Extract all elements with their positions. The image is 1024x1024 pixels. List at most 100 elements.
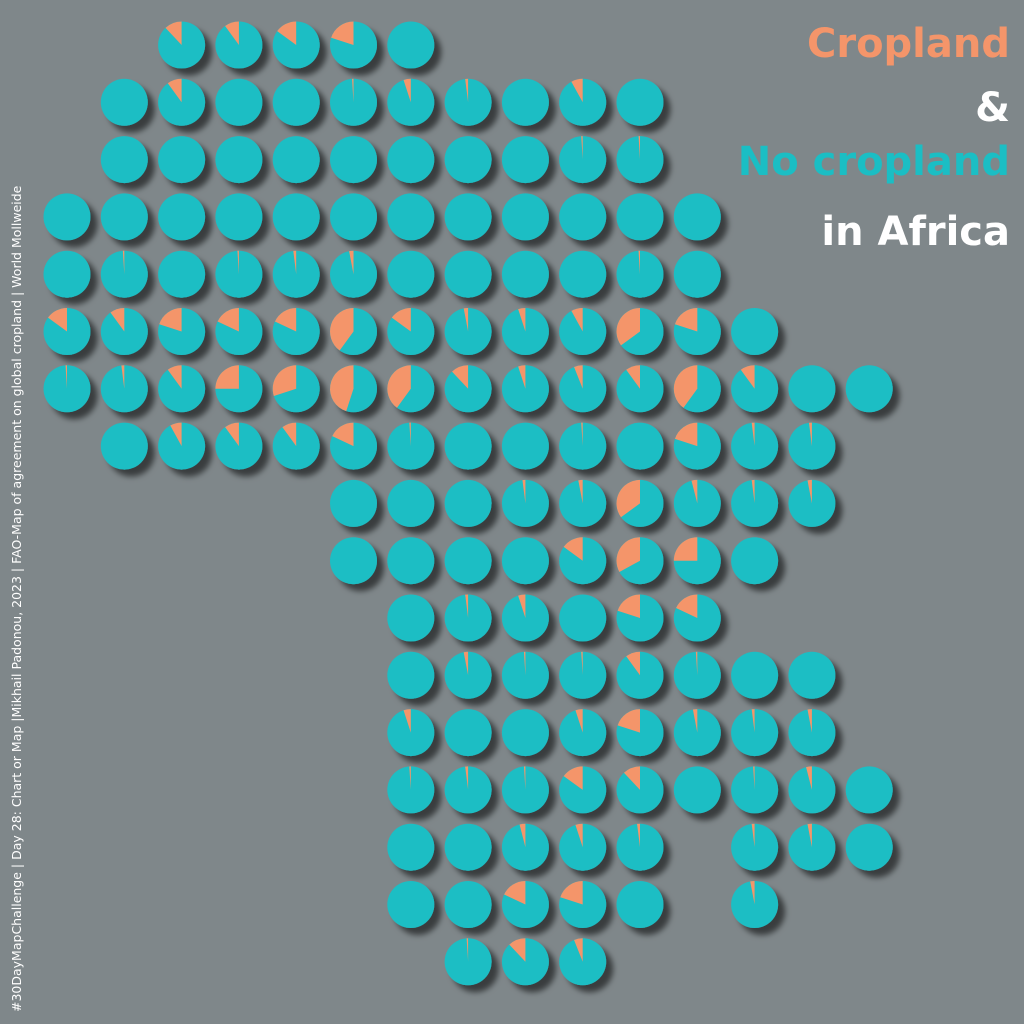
no-cropland-slice [673, 250, 721, 298]
pie-cell-r0-c6 [387, 21, 435, 69]
pie-cell-r5-c2 [158, 308, 206, 355]
cropland-slice [465, 594, 469, 618]
pie-cell-r12-c8 [501, 709, 549, 757]
pie-cell-r4-c6 [387, 250, 435, 298]
no-cropland-slice [559, 594, 607, 642]
pie-cell-r4-c5 [330, 250, 377, 298]
cropland-slice [272, 365, 297, 397]
pie-cell-r9-c12 [731, 537, 779, 585]
pie-cell-r14-c13 [788, 823, 836, 871]
pie-cell-r1-c2 [158, 78, 206, 126]
no-cropland-slice [158, 136, 206, 184]
cropland-slice [523, 651, 526, 676]
cropland-slice [349, 250, 354, 275]
no-cropland-slice [100, 78, 148, 126]
pie-cell-r7-c9 [559, 422, 607, 470]
pie-cell-r13-c9 [559, 766, 607, 814]
pie-cell-r9-c10 [616, 537, 664, 585]
pie-cell-r3-c3 [215, 193, 263, 241]
no-cropland-slice [387, 479, 435, 527]
cropland-slice [740, 365, 755, 389]
pie-cell-r9-c6 [387, 537, 435, 585]
cropland-slice [691, 479, 698, 504]
pie-cell-r10-c10 [616, 594, 664, 642]
pie-cell-r12-c9 [559, 709, 607, 757]
pie-cell-r6-c7 [444, 365, 492, 413]
pie-cell-r2-c1 [100, 136, 148, 184]
pie-cell-r5-c8 [501, 308, 549, 355]
pie-cell-r9-c11 [673, 537, 721, 585]
pie-cell-r12-c10 [616, 709, 664, 757]
cropland-slice [673, 537, 698, 561]
pie-cell-r0-c3 [215, 21, 263, 69]
pie-cell-r15-c10 [616, 881, 664, 928]
pie-cell-r11-c11 [673, 651, 721, 699]
pie-cell-r2-c10 [616, 136, 664, 184]
pie-cell-r1-c8 [501, 78, 549, 126]
cropland-slice [452, 365, 469, 389]
cropland-slice [574, 365, 583, 389]
no-cropland-slice [501, 537, 549, 585]
cropland-slice [167, 365, 182, 389]
no-cropland-slice [616, 193, 664, 241]
pie-cell-r16-c8 [501, 938, 549, 986]
no-cropland-slice [100, 193, 148, 241]
pie-cell-r5-c10 [616, 308, 664, 355]
cropland-slice [170, 422, 182, 447]
cropland-slice [581, 422, 583, 447]
pie-cell-r15-c12 [731, 881, 779, 928]
no-cropland-slice [559, 250, 607, 298]
pie-cell-r8-c6 [387, 479, 435, 527]
cropland-slice [225, 422, 239, 447]
pie-cell-r3-c4 [272, 193, 320, 241]
no-cropland-slice [215, 193, 263, 241]
cropland-slice [293, 250, 297, 275]
cropland-slice [674, 308, 698, 332]
cropland-slice [509, 938, 526, 962]
cropland-slice [575, 709, 583, 733]
pie-cell-r10-c8 [501, 594, 549, 642]
pie-cell-r14-c6 [387, 823, 435, 871]
pie-cell-r14-c10 [616, 823, 664, 871]
pie-cell-r12-c12 [731, 709, 779, 757]
cropland-slice [806, 766, 812, 790]
pie-cell-r15-c9 [559, 881, 607, 928]
no-cropland-slice [272, 78, 320, 126]
no-cropland-slice [616, 78, 664, 126]
cropland-slice [676, 594, 698, 618]
cropland-slice [225, 21, 239, 45]
pie-cell-r6-c2 [158, 365, 206, 413]
pie-cell-r15-c8 [501, 881, 549, 928]
pie-cell-r4-c4 [272, 250, 320, 298]
no-cropland-slice [387, 193, 435, 241]
cropland-slice [617, 594, 640, 618]
cropland-slice [217, 308, 239, 332]
no-cropland-slice [731, 537, 779, 585]
pie-cell-r14-c14 [845, 823, 893, 871]
cropland-slice [47, 308, 67, 332]
pie-cell-r3-c0 [43, 193, 91, 241]
no-cropland-slice [673, 479, 721, 527]
pie-cell-r8-c9 [559, 479, 607, 527]
pie-cell-r8-c13 [788, 479, 836, 527]
no-cropland-slice [387, 136, 435, 184]
title-in-africa: in Africa [821, 209, 1010, 255]
pie-cell-r14-c12 [731, 823, 779, 871]
cropland-slice [751, 479, 755, 504]
pie-cell-r3-c6 [387, 193, 435, 241]
pie-cell-r4-c9 [559, 250, 607, 298]
pie-cell-r2-c3 [215, 136, 263, 184]
cropland-slice [522, 479, 526, 504]
pie-cell-r7-c1 [100, 422, 148, 470]
pie-cell-r4-c7 [444, 250, 492, 298]
pie-cell-r3-c1 [100, 193, 148, 241]
pie-cell-r14-c8 [501, 823, 549, 871]
pie-cell-r1-c9 [559, 78, 607, 126]
cropland-slice [616, 308, 640, 346]
no-cropland-slice [43, 250, 91, 298]
no-cropland-slice [43, 193, 91, 241]
pie-cell-r7-c4 [272, 422, 320, 470]
no-cropland-slice [501, 136, 549, 184]
pie-cell-r3-c11 [673, 193, 721, 241]
cropland-slice [282, 422, 297, 447]
